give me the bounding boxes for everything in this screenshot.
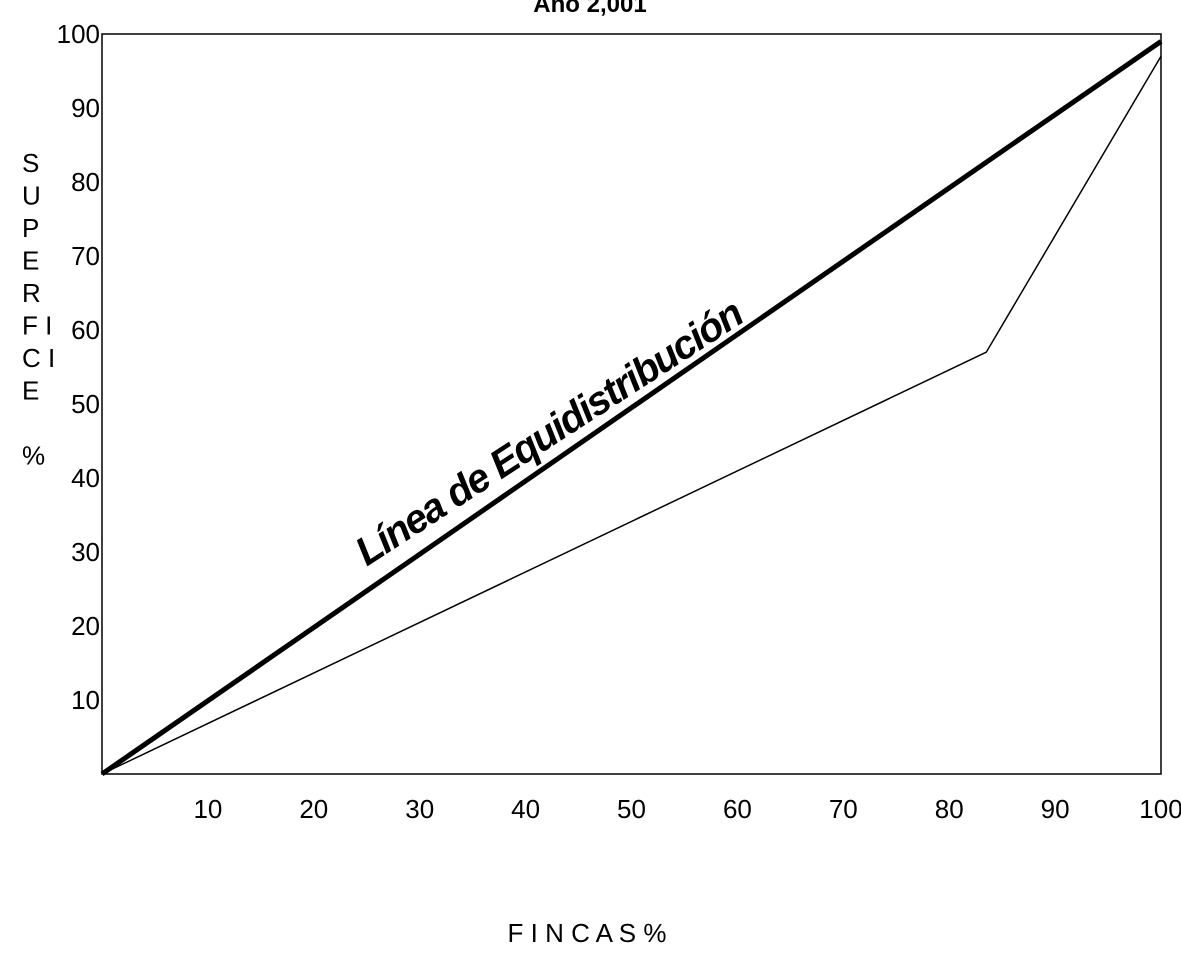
x-axis-tick-labels: 10 20 30 40 50 60 70 80 90 100 [193,794,1181,824]
y-tick-label: 20 [71,611,100,641]
x-tick-label: 80 [935,794,964,824]
x-tick-label: 20 [299,794,328,824]
y-axis-title-letter: R [22,278,41,308]
y-axis-tick-labels: 10 20 30 40 50 60 70 80 90 100 [57,19,100,715]
equidistribution-line [100,39,1163,777]
y-axis-title-letter: C I [22,343,55,373]
y-tick-label: 10 [71,685,100,715]
x-axis-title: F I N C A S % [508,918,667,948]
x-tick-label: 60 [723,794,752,824]
lorenz-curve-line [101,55,1162,775]
series-group [100,39,1163,777]
y-axis-title-letter: P [22,213,39,243]
y-axis-title-letter: E [22,376,39,406]
x-tick-label: 30 [405,794,434,824]
y-tick-label: 30 [71,537,100,567]
y-tick-label: 40 [71,463,100,493]
x-tick-label: 100 [1139,794,1181,824]
y-axis-title-letter: U [22,181,41,211]
y-tick-label: 50 [71,389,100,419]
y-axis-title-letter: F I [22,311,52,341]
x-tick-label: 90 [1041,794,1070,824]
plot-area-frame [101,33,1162,775]
x-tick-label: 10 [193,794,222,824]
y-tick-label: 80 [71,167,100,197]
y-axis-title-letter: % [22,441,45,471]
x-tick-label: 50 [617,794,646,824]
y-axis-title-letter: E [22,246,39,276]
equidistribution-annotation: Línea de Equidistribución [348,292,751,575]
y-tick-label: 100 [57,19,100,49]
y-tick-label: 60 [71,315,100,345]
y-tick-label: 70 [71,241,100,271]
x-tick-label: 70 [829,794,858,824]
x-tick-label: 40 [511,794,540,824]
y-tick-label: 90 [71,93,100,123]
chart-title: Año 2,001 [533,0,646,18]
y-axis-title-letter: S [22,148,39,178]
